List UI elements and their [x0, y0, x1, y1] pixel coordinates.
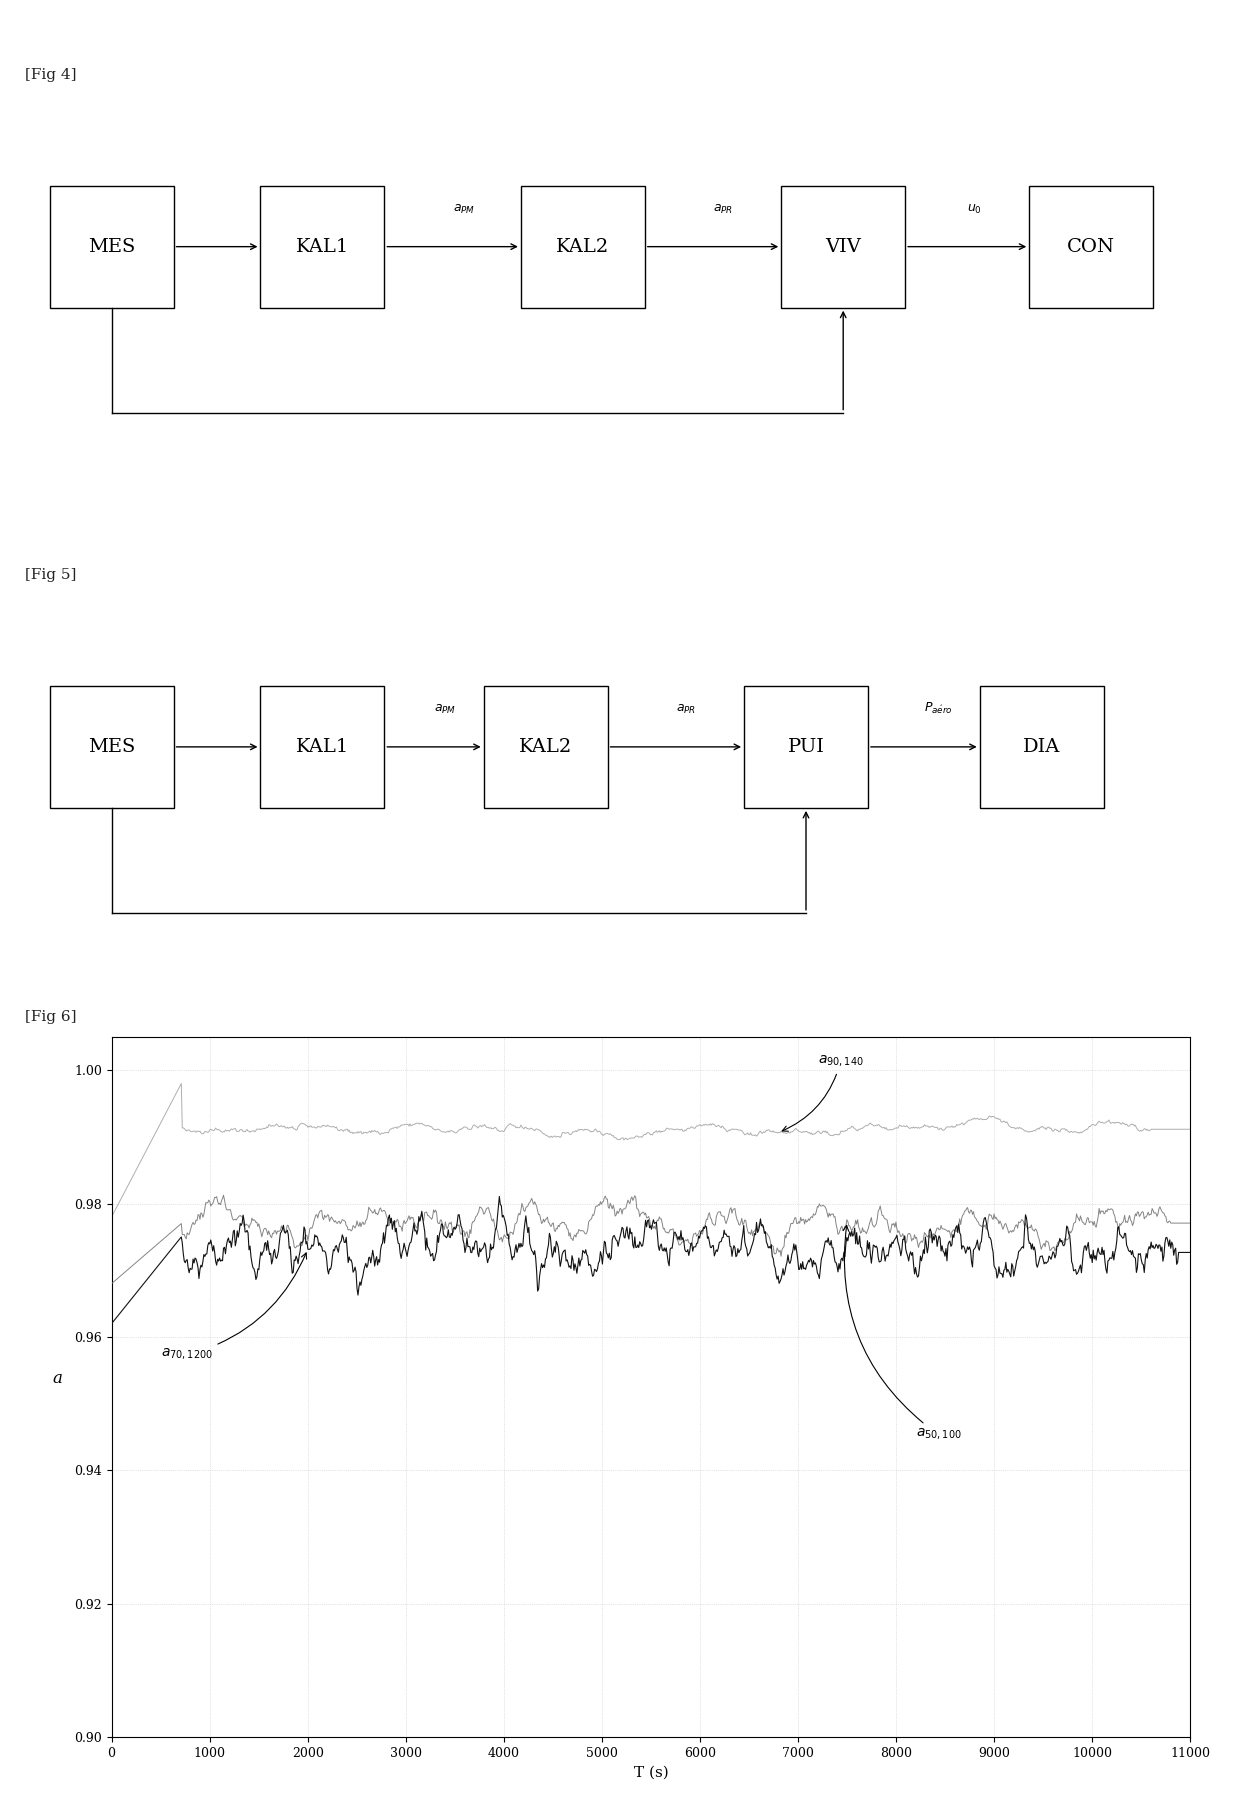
Text: [Fig 5]: [Fig 5] [25, 568, 76, 582]
Text: KAL2: KAL2 [520, 739, 572, 757]
Text: $a_{PM}$: $a_{PM}$ [453, 204, 475, 216]
Text: PUI: PUI [787, 739, 825, 757]
Text: $a_{50,100}$: $a_{50,100}$ [843, 1226, 961, 1442]
Text: $u_0$: $u_0$ [967, 204, 982, 216]
Text: $a_{PM}$: $a_{PM}$ [434, 704, 456, 717]
FancyBboxPatch shape [744, 686, 868, 808]
FancyBboxPatch shape [260, 186, 384, 307]
Text: KAL1: KAL1 [296, 238, 348, 256]
FancyBboxPatch shape [50, 686, 174, 808]
FancyBboxPatch shape [1029, 186, 1153, 307]
FancyBboxPatch shape [521, 186, 645, 307]
Text: VIV: VIV [826, 238, 861, 256]
FancyBboxPatch shape [50, 186, 174, 307]
Text: $a_{PR}$: $a_{PR}$ [713, 204, 733, 216]
X-axis label: T (s): T (s) [634, 1766, 668, 1779]
Text: $a_{70,1200}$: $a_{70,1200}$ [161, 1253, 306, 1362]
FancyBboxPatch shape [980, 686, 1104, 808]
FancyBboxPatch shape [781, 186, 905, 307]
Text: CON: CON [1068, 238, 1115, 256]
Text: DIA: DIA [1023, 739, 1060, 757]
Text: [Fig 4]: [Fig 4] [25, 67, 77, 82]
Text: KAL2: KAL2 [557, 238, 609, 256]
Text: MES: MES [88, 238, 135, 256]
FancyBboxPatch shape [260, 686, 384, 808]
FancyBboxPatch shape [484, 686, 608, 808]
Y-axis label: a: a [52, 1370, 62, 1386]
Text: [Fig 6]: [Fig 6] [25, 1010, 77, 1024]
Text: $P_{a\acute{e}ro}$: $P_{a\acute{e}ro}$ [924, 700, 952, 717]
Text: MES: MES [88, 739, 135, 757]
Text: KAL1: KAL1 [296, 739, 348, 757]
Text: $a_{PR}$: $a_{PR}$ [676, 704, 696, 717]
Text: $a_{90,140}$: $a_{90,140}$ [782, 1053, 863, 1131]
